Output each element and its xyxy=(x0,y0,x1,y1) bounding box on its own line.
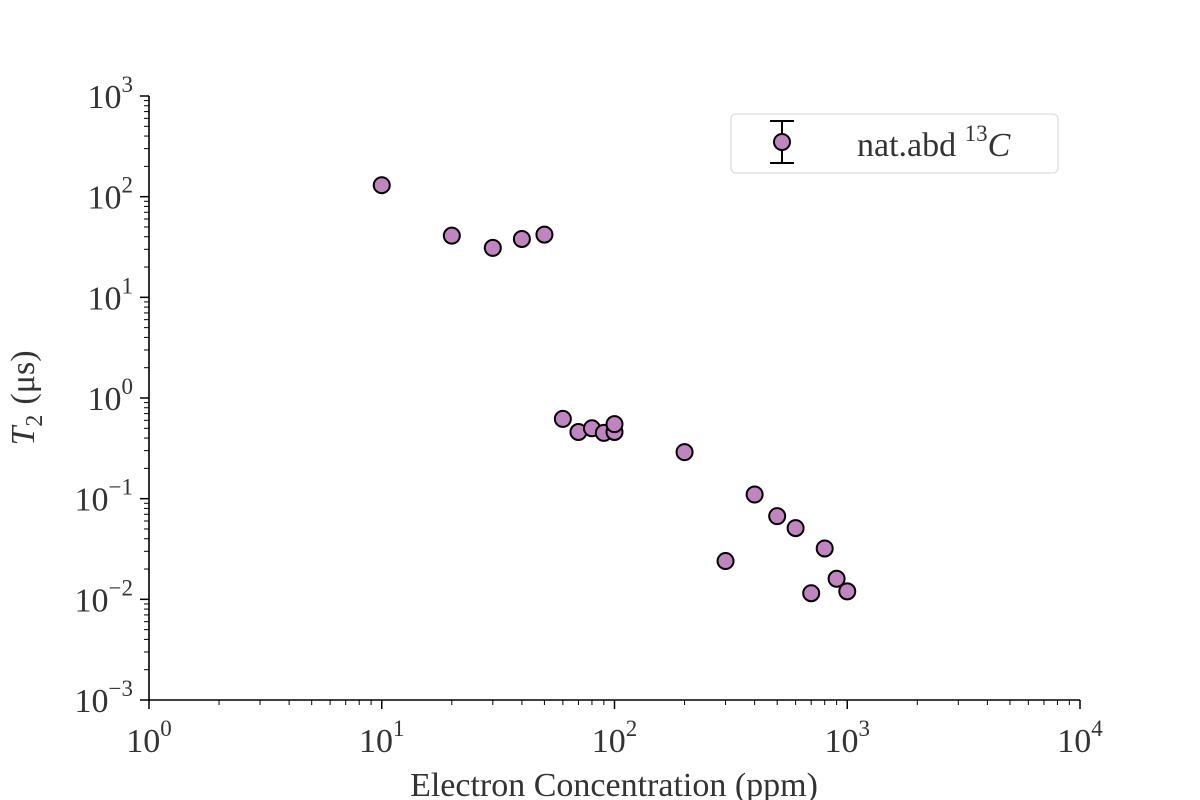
data-point xyxy=(675,443,694,462)
data-point xyxy=(372,176,391,195)
data-point xyxy=(815,539,834,558)
data-point xyxy=(786,519,805,538)
point-marker xyxy=(815,539,834,558)
point-marker xyxy=(827,569,846,588)
legend-label-sup: 13 xyxy=(965,121,988,146)
axes xyxy=(148,96,1080,701)
x-tick-label: 103 xyxy=(825,716,871,760)
legend-frame xyxy=(730,113,1059,174)
data-point xyxy=(553,409,572,428)
point-marker xyxy=(716,552,735,571)
data-point xyxy=(768,507,787,526)
y-axis-label-subscript: 2 xyxy=(22,415,48,427)
legend-label-prefix: nat.abd xyxy=(857,127,965,164)
data-point xyxy=(838,582,857,601)
ticks: 100 101 102 103 104 10−3 10−2 10−1 100 101 102 103 xyxy=(75,72,1104,760)
legend-point-marker xyxy=(773,133,791,151)
legend: nat.abd 13C xyxy=(730,113,1059,174)
point-marker xyxy=(535,225,554,244)
point-marker xyxy=(605,415,624,434)
x-axis-label: Electron Concentration (ppm) xyxy=(410,767,818,800)
point-marker xyxy=(553,409,572,428)
data-point xyxy=(605,415,624,434)
point-marker xyxy=(768,507,787,526)
point-marker xyxy=(745,485,764,504)
y-tick-label: 103 xyxy=(88,72,134,116)
legend-label: nat.abd 13C xyxy=(857,121,1011,164)
data-points xyxy=(372,176,857,603)
point-marker xyxy=(838,582,857,601)
point-marker xyxy=(786,519,805,538)
data-point xyxy=(442,226,461,245)
y-axis-label-symbol: T xyxy=(5,425,42,446)
point-marker xyxy=(512,229,531,248)
point-marker xyxy=(483,238,502,257)
data-point xyxy=(802,584,821,603)
y-axis-label: T2 (μs) xyxy=(5,350,48,445)
legend-marker xyxy=(770,120,794,164)
point-marker xyxy=(442,226,461,245)
x-tick-label: 100 xyxy=(126,716,172,760)
x-tick-label: 104 xyxy=(1057,716,1103,760)
x-tick-label: 101 xyxy=(359,716,405,760)
point-marker xyxy=(675,443,694,462)
y-tick-label: 102 xyxy=(88,173,134,217)
point-marker xyxy=(802,584,821,603)
legend-label-suffix: C xyxy=(988,127,1011,164)
data-point xyxy=(535,225,554,244)
point-marker xyxy=(372,176,391,195)
data-point xyxy=(483,238,502,257)
data-point xyxy=(745,485,764,504)
y-tick-label: 10−1 xyxy=(75,475,133,519)
y-axis-label-unit: (μs) xyxy=(5,350,42,404)
data-point xyxy=(512,229,531,248)
data-point xyxy=(827,569,846,588)
y-tick-label: 100 xyxy=(88,374,134,418)
y-tick-label: 10−3 xyxy=(75,676,133,720)
data-point xyxy=(716,552,735,571)
x-tick-label: 102 xyxy=(592,716,638,760)
y-tick-label: 101 xyxy=(88,273,134,317)
y-tick-label: 10−2 xyxy=(75,575,133,619)
